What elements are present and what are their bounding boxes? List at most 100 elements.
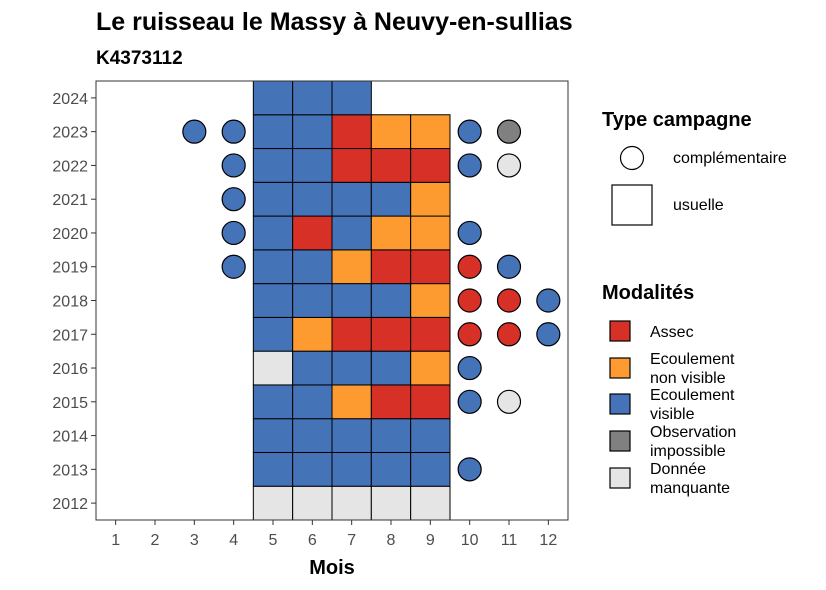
cell-2016-8 bbox=[370, 350, 412, 386]
point-2022-10 bbox=[457, 153, 482, 178]
cell-2022-6 bbox=[292, 148, 333, 183]
cell-2013-9 bbox=[410, 451, 451, 487]
point-2019-11 bbox=[496, 254, 522, 279]
x-tick-label-5: 5 bbox=[269, 532, 278, 549]
cell-2020-8 bbox=[370, 215, 412, 251]
x-tick-label-9: 9 bbox=[426, 532, 435, 549]
cell-2017-7 bbox=[331, 316, 372, 352]
legend-label-donn-e-manquante: Donnée manquante bbox=[650, 461, 730, 497]
cell-2022-5 bbox=[252, 148, 294, 183]
legend-type-title: Type campagne bbox=[602, 109, 752, 131]
x-axis: 1 2 3 4 5 6 7 8 9 10 11 12 bbox=[111, 520, 557, 549]
legend-swatch-observation-impossible bbox=[609, 430, 631, 452]
cell-2019-5 bbox=[252, 249, 294, 285]
cell-2015-7 bbox=[331, 384, 372, 420]
cell-2017-5 bbox=[252, 316, 294, 352]
point-2015-11 bbox=[496, 389, 522, 414]
x-tick-label-11: 11 bbox=[501, 532, 518, 549]
cell-2024-7 bbox=[331, 80, 372, 116]
cell-2024-5 bbox=[252, 80, 294, 116]
cell-2016-6 bbox=[292, 350, 333, 386]
point-2017-10 bbox=[457, 322, 482, 347]
cell-2024-6 bbox=[292, 80, 333, 116]
legend-label-line: impossible bbox=[650, 443, 726, 460]
cell-2023-6 bbox=[292, 114, 333, 150]
cell-2022-8 bbox=[370, 148, 412, 183]
legend-label-line: Donnée bbox=[650, 461, 706, 478]
cell-2022-9 bbox=[410, 148, 451, 183]
legend-label-line: manquante bbox=[650, 480, 730, 497]
y-tick-label-2017: 2017 bbox=[52, 327, 88, 344]
cell-2012-7 bbox=[331, 485, 372, 521]
cell-2023-7 bbox=[331, 114, 372, 150]
cell-2015-5 bbox=[252, 384, 294, 420]
cell-2017-9 bbox=[410, 316, 451, 352]
y-tick-label-2016: 2016 bbox=[52, 361, 88, 378]
cell-2020-7 bbox=[331, 215, 372, 251]
point-2023-4 bbox=[221, 119, 246, 144]
point-2013-10 bbox=[457, 457, 482, 482]
cell-2014-8 bbox=[370, 418, 412, 453]
point-2018-12 bbox=[536, 288, 561, 313]
cell-2014-5 bbox=[252, 418, 294, 453]
point-2021-4 bbox=[221, 187, 246, 212]
x-axis-title: Mois bbox=[309, 557, 355, 579]
point-2018-10 bbox=[457, 288, 482, 313]
point-2020-4 bbox=[221, 220, 246, 246]
y-tick-label-2020: 2020 bbox=[52, 226, 88, 243]
point-2015-10 bbox=[457, 389, 482, 414]
cell-2020-9 bbox=[410, 215, 451, 251]
point-2019-4 bbox=[221, 254, 246, 279]
cell-2023-9 bbox=[410, 114, 451, 150]
cell-2019-9 bbox=[410, 249, 451, 285]
y-tick-label-2019: 2019 bbox=[52, 260, 88, 277]
point-2017-11 bbox=[496, 322, 522, 347]
legend-swatch-ecoulement-non-visible bbox=[609, 357, 631, 379]
x-tick-label-3: 3 bbox=[190, 532, 199, 549]
cell-2012-8 bbox=[370, 485, 412, 521]
point-2023-10 bbox=[457, 119, 482, 144]
cell-2015-6 bbox=[292, 384, 333, 420]
cell-2019-8 bbox=[370, 249, 412, 285]
legend-key-complementaire bbox=[619, 145, 645, 171]
legend-modalites-title: Modalités bbox=[602, 282, 694, 304]
cell-2021-8 bbox=[370, 181, 412, 217]
point-2017-12 bbox=[536, 322, 561, 347]
cell-2023-8 bbox=[370, 114, 412, 150]
cell-2012-6 bbox=[292, 485, 333, 521]
legend-label-observation-impossible: Observation impossible bbox=[650, 424, 736, 460]
legend-key-usuelle bbox=[611, 184, 653, 226]
legend-swatch-assec bbox=[609, 320, 631, 342]
cell-2015-8 bbox=[370, 384, 412, 420]
cell-2020-6 bbox=[292, 215, 333, 251]
heatmap-cells bbox=[252, 80, 451, 521]
legend-label-usuelle: usuelle bbox=[673, 197, 724, 214]
cell-2020-5 bbox=[252, 215, 294, 251]
point-2018-11 bbox=[496, 288, 522, 313]
legend-label-line: visible bbox=[650, 406, 695, 423]
point-2019-10 bbox=[457, 254, 482, 279]
cell-2017-8 bbox=[370, 316, 412, 352]
legend-type-campagne: Type campagne complémentaire usuelle bbox=[602, 109, 787, 226]
x-tick-label-6: 6 bbox=[308, 532, 317, 549]
cell-2014-7 bbox=[331, 418, 372, 453]
y-tick-label-2014: 2014 bbox=[52, 429, 88, 446]
cell-2012-5 bbox=[252, 485, 294, 521]
y-tick-label-2022: 2022 bbox=[52, 158, 88, 175]
x-tick-label-7: 7 bbox=[347, 532, 356, 549]
cell-2013-7 bbox=[331, 451, 372, 487]
complementaire-points bbox=[182, 119, 561, 482]
legend-swatch-ecoulement-visible bbox=[609, 393, 631, 415]
cell-2018-5 bbox=[252, 283, 294, 318]
legend-label-line: non visible bbox=[650, 370, 726, 387]
x-tick-label-8: 8 bbox=[387, 532, 396, 549]
x-tick-label-10: 10 bbox=[461, 532, 479, 549]
y-axis: 2012 2013 2014 2015 2016 2017 2018 2019 2020 2021… bbox=[52, 91, 96, 513]
point-2022-4 bbox=[221, 153, 246, 178]
cell-2023-5 bbox=[252, 114, 294, 150]
legend-label-complementaire: complémentaire bbox=[673, 150, 787, 167]
cell-2018-8 bbox=[370, 283, 412, 318]
legend-label-line: Ecoulement bbox=[650, 387, 735, 404]
y-tick-label-2021: 2021 bbox=[52, 192, 88, 209]
